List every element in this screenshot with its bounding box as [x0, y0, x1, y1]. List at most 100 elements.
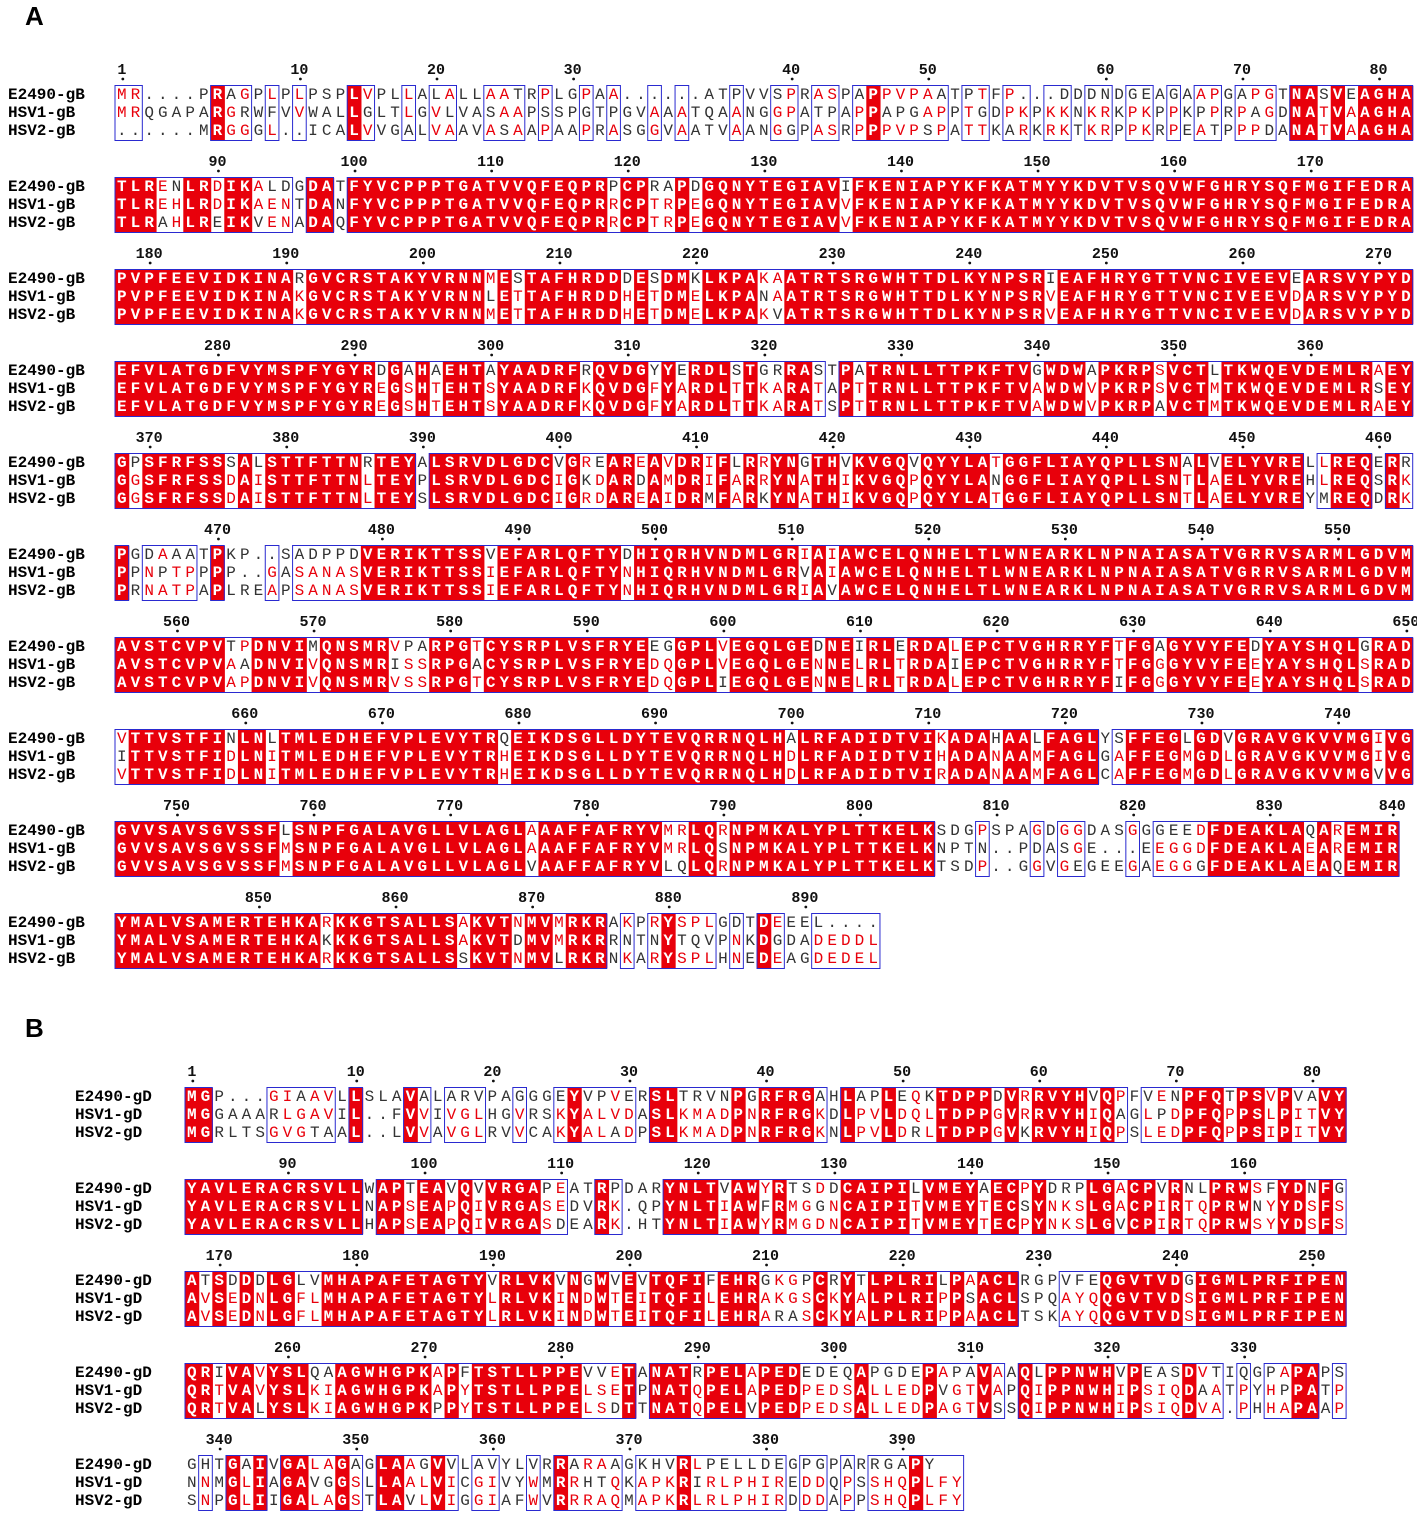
- residue: F: [513, 582, 523, 600]
- residue: F: [581, 840, 591, 858]
- residue: A: [841, 546, 851, 564]
- residue: D: [1293, 1216, 1303, 1234]
- residue: Q: [1102, 1308, 1112, 1326]
- residue: M: [1032, 748, 1042, 766]
- residue: R: [841, 122, 851, 140]
- ruler-number: 810: [983, 798, 1010, 815]
- residue: R: [651, 1180, 661, 1198]
- residue: T: [460, 1290, 470, 1308]
- residue: I: [474, 1216, 484, 1234]
- residue: V: [431, 104, 441, 122]
- residue: N: [1101, 582, 1111, 600]
- residue: P: [295, 380, 305, 398]
- residue: L: [377, 858, 387, 876]
- residue: N: [1171, 1088, 1181, 1106]
- residue: I: [1116, 1400, 1126, 1418]
- residue: E: [1346, 86, 1356, 104]
- residue: P: [1223, 122, 1233, 140]
- residue: T: [460, 1308, 470, 1326]
- ruler-number: 360: [1297, 338, 1324, 355]
- residue: Y: [650, 362, 660, 380]
- residue: R: [1319, 546, 1329, 564]
- residue: P: [185, 582, 195, 600]
- identity-column: [1399, 270, 1414, 324]
- residue: W: [365, 1400, 375, 1418]
- residue: M: [117, 86, 127, 104]
- residue: C: [1130, 1216, 1140, 1234]
- residue: F: [1292, 214, 1302, 232]
- residue: H: [1387, 122, 1397, 140]
- residue: E: [1251, 306, 1261, 324]
- sequence-name: E2490-gD: [75, 1272, 152, 1290]
- identity-column: [347, 86, 362, 140]
- residue: A: [733, 1198, 743, 1216]
- ruler-number: 430: [955, 430, 982, 447]
- residue: S: [459, 582, 469, 600]
- residue: S: [1142, 214, 1152, 232]
- identity-column: [1235, 270, 1250, 324]
- identity-column: [1330, 270, 1345, 324]
- ruler-number: 120: [614, 154, 641, 171]
- residue: A: [937, 674, 947, 692]
- ruler-number: 200: [409, 246, 436, 263]
- residue: A: [378, 1198, 388, 1216]
- residue: F: [336, 822, 346, 840]
- residue: P: [786, 104, 796, 122]
- identity-column: [456, 178, 471, 232]
- residue: F: [158, 306, 168, 324]
- ruler-number: 150: [1024, 154, 1051, 171]
- sequence-name: HSV2-gB: [8, 490, 76, 508]
- similarity-frame: [852, 85, 949, 141]
- similarity-frame: [578, 85, 594, 141]
- residue: A: [527, 546, 537, 564]
- ruler-number: 330: [887, 338, 914, 355]
- identity-column: [634, 178, 649, 232]
- residue: H: [1387, 104, 1397, 122]
- residue: A: [1169, 546, 1179, 564]
- residue: M: [324, 1272, 334, 1290]
- residue: A: [1101, 822, 1111, 840]
- ruler-number: 420: [819, 430, 846, 447]
- residue: Y: [1087, 674, 1097, 692]
- residue: N: [896, 178, 906, 196]
- residue: G: [199, 380, 209, 398]
- identity-column: [360, 178, 376, 232]
- residue: A: [650, 104, 660, 122]
- residue: Y: [636, 858, 646, 876]
- residue: P: [841, 362, 851, 380]
- residue: Q: [745, 748, 755, 766]
- identity-column: [538, 270, 553, 324]
- residue: T: [1005, 638, 1015, 656]
- ruler-dot: [1337, 721, 1340, 725]
- residue: M: [1225, 1308, 1235, 1326]
- residue: I: [1034, 1400, 1044, 1418]
- residue: R: [677, 840, 687, 858]
- residue: G: [1073, 748, 1083, 766]
- residue: E: [691, 288, 701, 306]
- sequence-name: HSV2-gB: [8, 674, 76, 692]
- residue: S: [1264, 214, 1274, 232]
- residue: P: [761, 1364, 771, 1382]
- residue: G: [1360, 730, 1370, 748]
- residue: A: [1387, 674, 1397, 692]
- residue: V: [718, 656, 728, 674]
- residue: A: [1019, 748, 1029, 766]
- residue: V: [131, 822, 141, 840]
- residue: A: [800, 104, 810, 122]
- residue: G: [1128, 858, 1138, 876]
- residue: Y: [474, 1290, 484, 1308]
- residue: H: [733, 1308, 743, 1326]
- residue: D: [226, 766, 236, 784]
- residue: C: [815, 1290, 825, 1308]
- residue: W: [597, 1272, 607, 1290]
- residue: V: [677, 730, 687, 748]
- identity-column: [415, 270, 430, 324]
- residue: L: [870, 1308, 880, 1326]
- residue: .: [172, 122, 182, 140]
- residue: S: [199, 858, 209, 876]
- residue: Y: [1210, 656, 1220, 674]
- residue: F: [1292, 178, 1302, 196]
- residue: E: [1264, 270, 1274, 288]
- similarity-frame: [770, 85, 799, 141]
- residue: D: [1060, 362, 1070, 380]
